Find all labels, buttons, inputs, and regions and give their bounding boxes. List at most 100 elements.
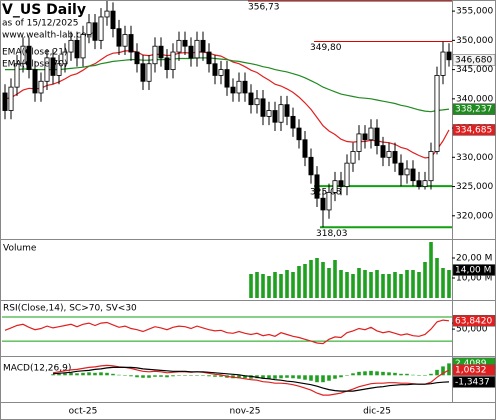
bar — [249, 375, 253, 379]
candle-body — [224, 69, 230, 88]
bar — [207, 375, 211, 377]
bar — [153, 375, 157, 377]
candle-body — [170, 51, 176, 70]
bar — [243, 375, 247, 379]
bar — [63, 373, 67, 376]
candle-body — [440, 51, 446, 76]
bar — [339, 270, 343, 298]
candle-body — [164, 57, 170, 70]
candle-body — [428, 151, 434, 182]
candle-body — [74, 39, 80, 59]
candle-body — [374, 127, 380, 147]
last-value-label: 346,680 — [455, 55, 492, 65]
candle-body — [8, 86, 14, 111]
bar — [99, 372, 103, 376]
bar — [423, 262, 427, 298]
candle-body — [32, 69, 38, 94]
bar — [273, 272, 277, 298]
candle-body — [284, 104, 290, 117]
legend-entry: EMA(Close,70) — [2, 60, 67, 70]
y-tick-label: 10,00 M — [456, 274, 492, 284]
last-value-box — [452, 315, 496, 327]
bar — [279, 274, 283, 298]
bar — [309, 260, 313, 298]
bar — [393, 372, 397, 376]
candle-body — [128, 34, 134, 53]
bar — [273, 375, 277, 379]
level-label: 318,03 — [316, 229, 348, 239]
series-line — [4, 319, 450, 345]
candle-body — [338, 180, 344, 187]
bar — [327, 268, 331, 298]
candle-body — [266, 110, 272, 117]
bar — [117, 374, 121, 376]
x-tick-label: dic-25 — [363, 407, 391, 417]
bar — [441, 366, 445, 376]
bar — [435, 258, 439, 298]
bar — [93, 372, 97, 376]
bar — [387, 372, 391, 376]
last-value-label: 334,685 — [455, 125, 492, 135]
bar — [411, 374, 415, 376]
series-line — [5, 57, 450, 113]
candle-body — [434, 75, 440, 152]
bar — [321, 262, 325, 298]
last-value-label: -1,3437 — [455, 377, 490, 387]
bar — [447, 270, 451, 298]
bar — [237, 375, 241, 379]
candle-body — [194, 39, 200, 59]
bar — [315, 375, 319, 383]
bar — [213, 375, 217, 377]
candle-body — [362, 133, 368, 141]
bar — [327, 375, 331, 381]
bar — [69, 372, 73, 376]
bar — [81, 372, 85, 376]
bar — [429, 373, 433, 376]
bar — [57, 373, 61, 376]
candle-body — [206, 51, 212, 65]
candle-body — [56, 63, 62, 76]
candle-body — [98, 16, 104, 41]
bar — [171, 375, 175, 377]
bar — [333, 375, 337, 379]
last-value-box — [452, 54, 496, 66]
last-value-label: 63,8420 — [455, 316, 492, 326]
last-value-label: 338,237 — [455, 105, 492, 115]
candle-body — [380, 145, 386, 158]
candle-body — [188, 45, 194, 59]
bar — [135, 375, 139, 378]
bar — [105, 372, 109, 376]
candle-body — [134, 51, 140, 65]
bar — [303, 264, 307, 298]
bar — [345, 375, 349, 376]
bar — [357, 371, 361, 376]
candle-body — [218, 69, 224, 76]
candle-body — [86, 22, 92, 35]
bar — [291, 375, 295, 379]
candle-body — [398, 162, 404, 176]
bar — [399, 274, 403, 298]
last-value-box — [452, 376, 496, 388]
candle-body — [200, 39, 206, 53]
x-tick-label: oct-25 — [69, 407, 98, 417]
bar — [333, 260, 337, 298]
last-value-label: 14,00 M — [455, 266, 491, 276]
bar — [339, 375, 343, 378]
candle-body — [92, 22, 98, 41]
candle-body — [236, 80, 242, 94]
bar — [399, 373, 403, 376]
candle-body — [446, 51, 452, 61]
candle-body — [320, 197, 326, 211]
bar — [447, 363, 451, 376]
bar — [255, 272, 259, 298]
bar — [405, 270, 409, 298]
candle-body — [368, 127, 374, 141]
last-value-label: 1,0632 — [455, 366, 487, 376]
bar — [267, 276, 271, 298]
bar — [381, 371, 385, 376]
bar — [297, 266, 301, 298]
bar — [411, 270, 415, 298]
y-tick-label: 330,000 — [456, 153, 493, 163]
candle-body — [314, 174, 320, 199]
bar — [189, 375, 193, 376]
